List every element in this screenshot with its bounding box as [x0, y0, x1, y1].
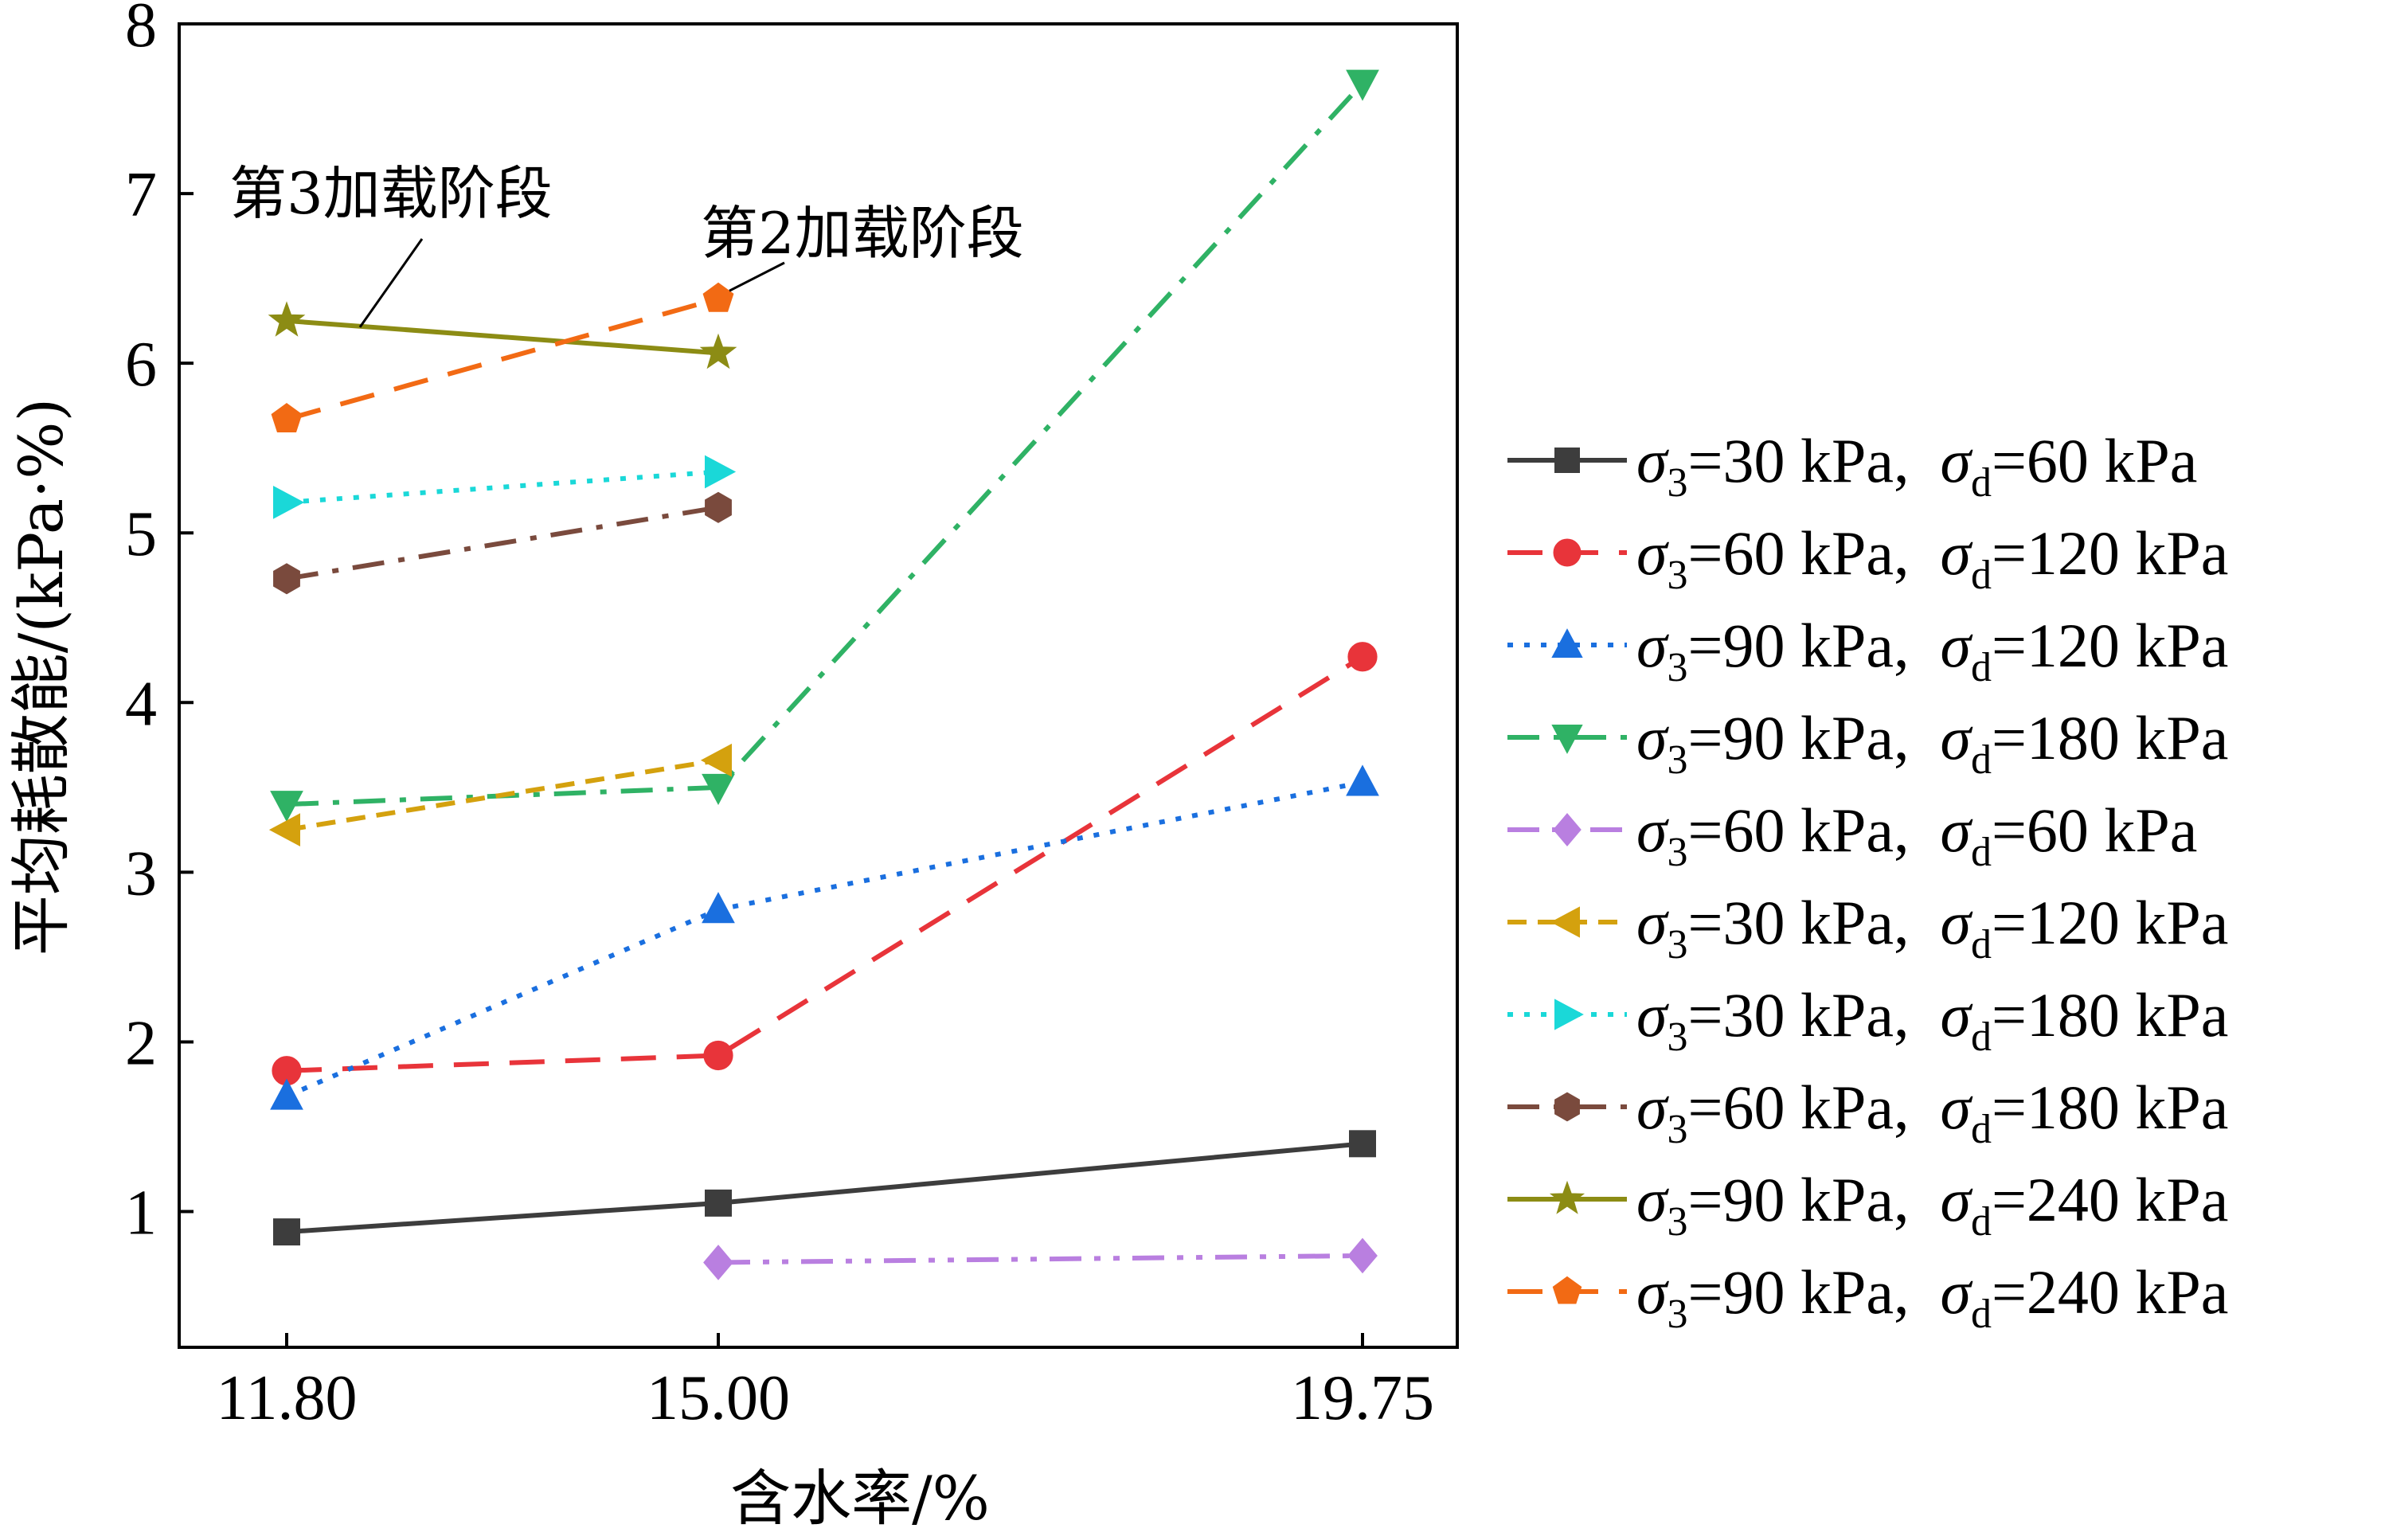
series-3 [270, 764, 1379, 1110]
series-line [286, 757, 719, 833]
legend-item: σ3=30 kPa, σd=60 kPa [1507, 426, 2197, 506]
series-6 [268, 743, 732, 846]
series-10 [271, 282, 734, 433]
data-point [702, 773, 735, 805]
series-layer [268, 69, 1379, 1280]
legend-item: σ3=90 kPa, σd=120 kPa [1507, 611, 2228, 690]
data-point [700, 743, 732, 777]
legend-label: σ3=90 kPa, σd=240 kPa [1636, 1165, 2228, 1245]
legend-item: σ3=60 kPa, σd=180 kPa [1507, 1073, 2228, 1152]
data-point [705, 1189, 732, 1217]
legend-label: σ3=60 kPa, σd=120 kPa [1636, 518, 2228, 598]
legend-marker [1551, 725, 1583, 754]
data-point [705, 455, 737, 489]
data-point [1346, 764, 1379, 796]
data-point [273, 486, 305, 519]
legend-item: σ3=90 kPa, σd=180 kPa [1507, 703, 2228, 783]
x-tick-label: 11.80 [216, 1363, 357, 1433]
data-point [1349, 1130, 1376, 1158]
series-line [717, 1253, 1363, 1265]
legend-label: σ3=90 kPa, σd=180 kPa [1636, 703, 2228, 783]
legend-label: σ3=60 kPa, σd=180 kPa [1636, 1073, 2228, 1152]
data-point [1347, 1237, 1378, 1274]
series-line [286, 469, 719, 505]
plot-frame [178, 22, 1459, 1349]
data-point [703, 1040, 733, 1071]
y-tick-label: 7 [125, 160, 157, 230]
series-8 [273, 491, 732, 595]
x-tick-label: 19.75 [1291, 1363, 1434, 1433]
legend-marker [1551, 628, 1583, 658]
legend-marker [1554, 1092, 1580, 1122]
legend-item: σ3=90 kPa, σd=240 kPa [1507, 1165, 2228, 1245]
data-point [270, 1078, 303, 1110]
y-tick-label: 8 [125, 0, 157, 61]
legend-marker [1549, 1180, 1585, 1214]
data-point [1347, 642, 1378, 672]
series-line [286, 505, 719, 581]
data-point [703, 1245, 733, 1280]
legend-item: σ3=90 kPa, σd=240 kPa [1507, 1257, 2228, 1337]
y-tick-label: 4 [125, 669, 157, 739]
series-line [285, 780, 1363, 1099]
y-tick-label: 5 [125, 499, 157, 569]
legend-item: σ3=60 kPa, σd=120 kPa [1507, 518, 2228, 598]
legend-marker [1553, 538, 1582, 567]
y-tick-label: 6 [125, 330, 157, 400]
x-axis-label: 含水率/% [730, 1463, 990, 1534]
y-tick-label: 1 [125, 1178, 157, 1249]
legend-label: σ3=30 kPa, σd=120 kPa [1636, 888, 2228, 967]
data-point [699, 333, 737, 369]
series-line [286, 296, 719, 422]
annotation-leader [358, 238, 424, 328]
data-point [270, 791, 303, 823]
x-tick-label: 15.00 [647, 1363, 790, 1433]
data-point [705, 491, 732, 523]
annotation-stage-3: 第3加载阶段 [229, 160, 553, 227]
legend-marker [1550, 906, 1580, 938]
y-tick-label: 3 [125, 838, 157, 909]
series-line [286, 655, 1364, 1073]
data-point [273, 1218, 300, 1246]
series-9 [268, 301, 737, 369]
data-point [702, 282, 734, 312]
series-line [286, 318, 719, 356]
y-axis-label: 平均耗散能/(kPa·%) [6, 398, 76, 956]
data-point [268, 301, 306, 337]
series-1 [273, 1130, 1376, 1246]
series-2 [272, 642, 1378, 1086]
legend-marker [1554, 448, 1580, 473]
legend-item: σ3=30 kPa, σd=180 kPa [1507, 980, 2228, 1060]
legend-label: σ3=90 kPa, σd=240 kPa [1636, 1257, 2228, 1337]
series-5 [703, 1237, 1378, 1280]
legend-marker [1554, 999, 1584, 1030]
data-point [273, 563, 300, 595]
annotation-stage-2: 第2加载阶段 [701, 200, 1024, 267]
series-7 [273, 455, 737, 519]
annotation-leader [729, 261, 785, 292]
data-point [268, 813, 300, 846]
legend-item: σ3=30 kPa, σd=120 kPa [1507, 888, 2228, 967]
legend-marker [1552, 1276, 1582, 1304]
series-4 [270, 69, 1379, 823]
legend-label: σ3=30 kPa, σd=60 kPa [1636, 426, 2197, 506]
legend-item: σ3=60 kPa, σd=60 kPa [1507, 795, 2197, 875]
legend-label: σ3=60 kPa, σd=60 kPa [1636, 795, 2197, 875]
data-point [1346, 69, 1379, 101]
series-line [286, 1141, 1363, 1235]
data-point [702, 892, 735, 924]
legend-label: σ3=90 kPa, σd=120 kPa [1636, 611, 2228, 690]
axes: 1 2 3 4 5 6 7 8 11.80 15.00 19.75 [125, 0, 1459, 1433]
legend: σ3=30 kPa, σd=60 kPa σ3=60 kPa, σd=120 kP… [1507, 426, 2228, 1337]
legend-marker [1553, 812, 1582, 847]
y-tick-label: 2 [125, 1008, 157, 1078]
data-point [271, 403, 303, 433]
legend-label: σ3=30 kPa, σd=180 kPa [1636, 980, 2228, 1060]
